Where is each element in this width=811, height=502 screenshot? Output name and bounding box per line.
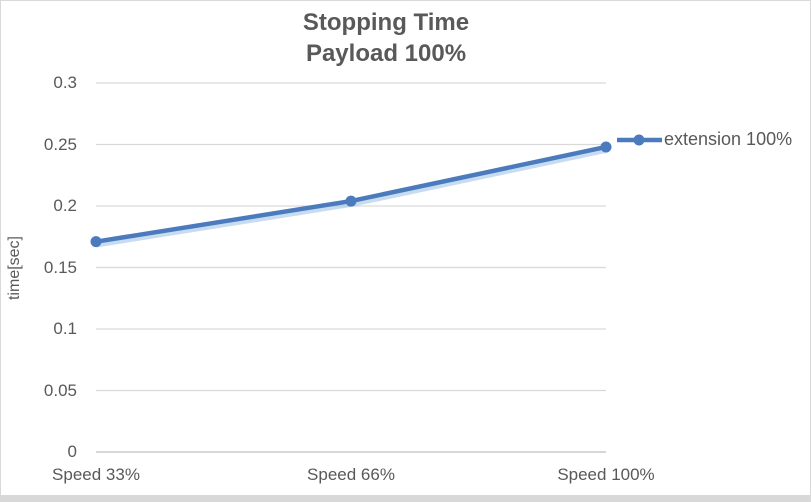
x-category-label: Speed 100% [557, 465, 655, 484]
y-tick-label: 0 [67, 442, 77, 461]
y-tick-label: 0.25 [43, 135, 77, 154]
x-category-label: Speed 33% [52, 465, 140, 484]
chart-title-line2: Payload 100% [305, 40, 467, 67]
chart-title-line1: Stopping Time [302, 9, 470, 36]
y-tick-label: 0.3 [53, 73, 77, 92]
x-category-label: Speed 66% [307, 465, 395, 484]
y-tick-label: 0.15 [43, 258, 77, 277]
legend: extension 100% [616, 129, 792, 150]
y-tick-label: 0.1 [53, 319, 77, 338]
y-tick-label: 0.05 [43, 381, 77, 400]
chart-title: Stopping Time Payload 100% [96, 7, 676, 69]
legend-label: extension 100% [664, 129, 793, 149]
legend-line-marker-icon [617, 134, 662, 145]
y-tick-label: 0.2 [53, 196, 77, 215]
